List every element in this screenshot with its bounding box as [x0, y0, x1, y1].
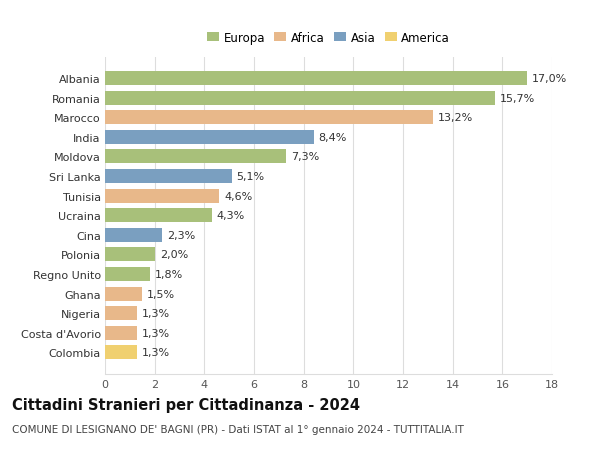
- Bar: [105, 248, 155, 262]
- Text: 1,3%: 1,3%: [142, 328, 170, 338]
- Bar: [105, 209, 212, 223]
- Text: 17,0%: 17,0%: [532, 74, 568, 84]
- Text: 1,5%: 1,5%: [147, 289, 175, 299]
- Bar: [105, 326, 137, 340]
- Bar: [105, 267, 150, 281]
- Bar: [105, 307, 137, 320]
- Bar: [105, 169, 232, 184]
- Bar: [105, 91, 495, 106]
- Bar: [105, 346, 137, 360]
- Text: Cittadini Stranieri per Cittadinanza - 2024: Cittadini Stranieri per Cittadinanza - 2…: [12, 397, 360, 412]
- Bar: [105, 150, 286, 164]
- Text: 7,3%: 7,3%: [291, 152, 320, 162]
- Text: 1,8%: 1,8%: [155, 269, 183, 280]
- Text: 2,0%: 2,0%: [160, 250, 188, 260]
- Bar: [105, 130, 314, 145]
- Text: 1,3%: 1,3%: [142, 347, 170, 358]
- Bar: [105, 287, 142, 301]
- Bar: [105, 111, 433, 125]
- Text: 15,7%: 15,7%: [500, 93, 535, 103]
- Text: 5,1%: 5,1%: [236, 172, 265, 182]
- Bar: [105, 228, 162, 242]
- Text: 4,3%: 4,3%: [217, 211, 245, 221]
- Text: 4,6%: 4,6%: [224, 191, 253, 201]
- Text: 8,4%: 8,4%: [319, 133, 347, 142]
- Text: 2,3%: 2,3%: [167, 230, 196, 240]
- Legend: Europa, Africa, Asia, America: Europa, Africa, Asia, America: [207, 32, 450, 45]
- Text: 1,3%: 1,3%: [142, 308, 170, 319]
- Text: 13,2%: 13,2%: [438, 113, 473, 123]
- Bar: [105, 189, 219, 203]
- Bar: [105, 72, 527, 86]
- Text: COMUNE DI LESIGNANO DE' BAGNI (PR) - Dati ISTAT al 1° gennaio 2024 - TUTTITALIA.: COMUNE DI LESIGNANO DE' BAGNI (PR) - Dat…: [12, 425, 464, 435]
